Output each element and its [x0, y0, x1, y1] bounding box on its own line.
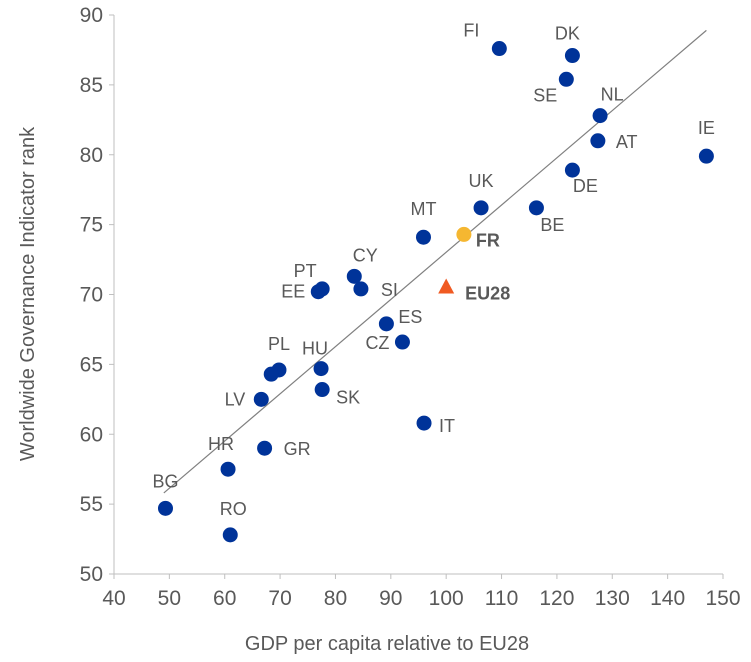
- x-axis-title: GDP per capita relative to EU28: [245, 633, 529, 655]
- data-point-de: [564, 162, 580, 178]
- data-point-bg: [157, 500, 173, 516]
- point-label-fr: FR: [476, 230, 500, 250]
- point-label-sk: SK: [336, 388, 360, 408]
- data-point-lv: [253, 391, 269, 407]
- y-tick-label: 50: [80, 563, 103, 586]
- point-label-es: ES: [398, 307, 422, 327]
- y-axis-title: Worldwide Governance Indicator rank: [17, 126, 39, 461]
- y-tick-label: 85: [80, 74, 103, 97]
- y-tick-label: 65: [80, 353, 103, 376]
- point-label-be: BE: [540, 215, 564, 235]
- data-point-be: [528, 200, 544, 216]
- point-label-pl: PL: [268, 334, 290, 354]
- y-tick-label: 90: [80, 4, 103, 27]
- x-tick-label: 140: [650, 587, 685, 610]
- data-point-unlabeled: [263, 366, 279, 382]
- point-label-ie: IE: [698, 118, 715, 138]
- x-tick-label: 90: [379, 587, 402, 610]
- data-point-sk: [314, 382, 330, 398]
- x-tick-label: 60: [213, 587, 236, 610]
- y-tick-label: 75: [80, 214, 103, 237]
- point-label-pt: PT: [294, 261, 317, 281]
- y-tick-label: 80: [80, 144, 103, 167]
- point-label-bg: BG: [152, 471, 178, 491]
- data-point-cy: [346, 268, 362, 284]
- point-label-mt: MT: [410, 199, 436, 219]
- data-point-dk: [564, 48, 580, 64]
- y-tick-label: 55: [80, 493, 103, 516]
- point-label-at: AT: [616, 132, 638, 152]
- x-tick-label: 40: [102, 587, 125, 610]
- x-tick-label: 130: [595, 587, 630, 610]
- x-tick-label: 50: [158, 587, 181, 610]
- data-point-uk: [473, 200, 489, 216]
- point-label-ro: RO: [220, 499, 247, 519]
- data-point-ro: [222, 527, 238, 543]
- point-label-dk: DK: [555, 24, 580, 44]
- data-point-hr: [220, 461, 236, 477]
- point-label-it: IT: [439, 416, 455, 436]
- x-tick-label: 120: [539, 587, 574, 610]
- point-label-eu28: EU28: [465, 284, 510, 304]
- data-point-se: [558, 71, 574, 87]
- data-point-si: [353, 281, 369, 297]
- point-label-si: SI: [381, 280, 398, 300]
- data-point-gr: [257, 440, 273, 456]
- point-label-cz: CZ: [365, 333, 389, 353]
- point-label-de: DE: [573, 176, 598, 196]
- data-point-es: [378, 316, 394, 332]
- x-tick-label: 70: [268, 587, 291, 610]
- point-label-uk: UK: [469, 171, 494, 191]
- data-point-fi: [491, 41, 507, 57]
- data-points: [157, 41, 714, 543]
- data-point-cz: [394, 334, 410, 350]
- x-tick-label: 80: [324, 587, 347, 610]
- y-tick-label: 60: [80, 423, 103, 446]
- point-label-lv: LV: [225, 389, 246, 409]
- point-label-se: SE: [533, 85, 557, 105]
- point-label-hr: HR: [208, 434, 234, 454]
- x-tick-label: 150: [705, 587, 740, 610]
- data-point-eu28: [438, 278, 455, 294]
- y-tick-label: 70: [80, 284, 103, 307]
- data-point-ee: [310, 284, 326, 300]
- axes: 40 50 60 70 80 90 100 110 120 130 140 1505055606570…: [80, 4, 741, 610]
- point-label-hu: HU: [302, 339, 328, 359]
- x-tick-label: 100: [429, 587, 464, 610]
- data-point-it: [416, 415, 432, 431]
- point-label-ee: EE: [281, 282, 305, 302]
- point-label-cy: CY: [353, 245, 378, 265]
- x-tick-label: 110: [485, 587, 518, 610]
- data-point-ie: [698, 148, 714, 164]
- data-point-mt: [415, 229, 431, 245]
- trendline: [163, 29, 707, 494]
- data-point-fr: [456, 226, 472, 242]
- data-point-hu: [313, 361, 329, 377]
- point-label-fi: FI: [463, 21, 479, 41]
- data-point-at: [590, 133, 606, 149]
- point-label-gr: GR: [284, 439, 311, 459]
- data-point-nl: [592, 108, 608, 124]
- point-label-nl: NL: [601, 85, 624, 105]
